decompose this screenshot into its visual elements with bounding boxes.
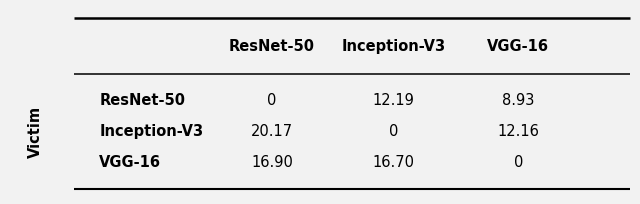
Text: 0: 0 [514,155,523,170]
Text: 16.90: 16.90 [251,155,293,170]
Text: 12.16: 12.16 [497,124,540,139]
Text: Inception-V3: Inception-V3 [99,124,204,139]
Text: 0: 0 [268,93,276,109]
Text: 20.17: 20.17 [251,124,293,139]
Text: Inception-V3: Inception-V3 [342,39,445,54]
Text: 8.93: 8.93 [502,93,534,109]
Text: 0: 0 [389,124,398,139]
Text: ResNet-50: ResNet-50 [99,93,185,109]
Text: VGG-16: VGG-16 [488,39,549,54]
Text: Victim: Victim [28,105,43,158]
Text: 16.70: 16.70 [372,155,415,170]
Text: 12.19: 12.19 [372,93,415,109]
Text: VGG-16: VGG-16 [99,155,161,170]
Text: ResNet-50: ResNet-50 [229,39,315,54]
